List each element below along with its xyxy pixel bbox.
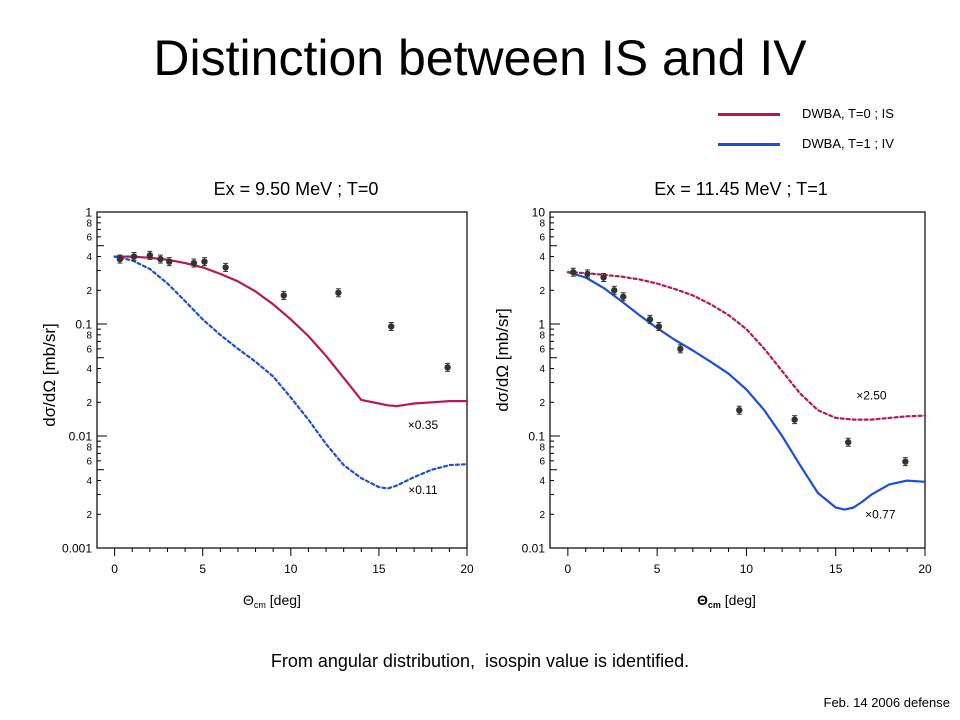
left-x-axis-subscript: cm [253, 600, 266, 610]
right-y-minor-tick-label: 2 [539, 510, 545, 521]
left-data-point [201, 258, 208, 265]
left-data-point [388, 323, 395, 330]
right-data-point [584, 270, 591, 278]
left-x-axis-unit: [deg] [269, 592, 301, 608]
left-y-minor-tick-label: 8 [86, 442, 92, 453]
right-x-axis-label: Θcm [deg] [697, 592, 756, 610]
right-data-point [600, 274, 607, 281]
left-data-point [335, 289, 342, 296]
right-data-point [620, 293, 627, 300]
slide-footer: Feb. 14 2006 defense [823, 695, 951, 710]
left-y-minor-tick-label: 6 [86, 344, 92, 355]
right-y-tick-label: 1 [538, 318, 545, 332]
left-scale-annotation: ×0.11 [408, 483, 438, 497]
left-x-tick-label: 5 [199, 562, 206, 576]
slide-caption: From angular distribution, isospin value… [270, 651, 690, 671]
left-chart-title: Ex = 9.50 MeV ; T=0 [213, 179, 379, 199]
left-y-minor-tick-label: 2 [86, 398, 92, 409]
left-data-point [146, 252, 154, 259]
right-y-minor-tick-label: 2 [539, 398, 545, 409]
left-x-tick-label: 20 [460, 562, 474, 576]
right-scale-annotation: ×2.50 [856, 388, 887, 402]
slide-title: Distinction between IS and IV [153, 30, 807, 86]
left-data-point [280, 292, 287, 299]
right-y-minor-tick-label: 8 [539, 442, 545, 453]
right-data-point [791, 416, 798, 423]
left-data-point [166, 258, 173, 265]
right-y-minor-tick-label: 8 [539, 330, 545, 341]
right-data-point [570, 269, 577, 276]
left-scale-annotation: ×0.35 [408, 418, 439, 432]
left-y-minor-tick-label: 2 [86, 286, 92, 297]
right-chart-title: Ex = 11.45 MeV ; T=1 [654, 179, 828, 199]
right-is-dashed-curve [566, 271, 927, 421]
left-data-point [130, 253, 138, 260]
legend-label-iv: DWBA, T=1 ; IV [802, 136, 894, 151]
left-x-axis-symbol: Θ [243, 592, 254, 608]
left-y-minor-tick-label: 4 [86, 476, 92, 487]
right-y-minor-tick-label: 6 [539, 232, 545, 243]
left-y-minor-tick-label: 6 [86, 456, 92, 467]
legend-line-iv [718, 143, 780, 146]
right-data-point [655, 323, 663, 330]
right-data-point [845, 439, 852, 446]
right-y-tick-label: 10 [532, 206, 546, 220]
legend-label-is: DWBA, T=0 ; IS [802, 106, 894, 121]
left-data-point [190, 259, 198, 267]
right-x-tick-label: 0 [565, 562, 572, 576]
right-x-tick-label: 15 [829, 562, 843, 576]
left-y-minor-tick-label: 8 [86, 218, 92, 229]
right-plot-frame [549, 211, 926, 549]
left-plot-frame [96, 211, 468, 549]
left-y-minor-tick-label: 2 [86, 510, 92, 521]
right-y-minor-tick-label: 4 [539, 252, 545, 263]
left-x-tick-label: 15 [372, 562, 386, 576]
right-x-axis-unit: [deg] [724, 592, 756, 608]
right-data-point [611, 287, 618, 294]
left-data-point [444, 364, 451, 371]
left-data-point [222, 264, 229, 271]
right-scale-annotation: ×0.77 [865, 507, 896, 521]
left-y-minor-tick-label: 8 [86, 330, 92, 341]
right-x-tick-label: 5 [654, 562, 661, 576]
left-x-tick-label: 0 [111, 562, 118, 576]
right-iv-solid-curve [566, 271, 927, 511]
left-y-minor-tick-label: 4 [86, 252, 92, 263]
right-y-minor-tick-label: 4 [539, 476, 545, 487]
right-x-axis-subscript: cm [707, 600, 721, 610]
right-y-minor-tick-label: 4 [539, 364, 545, 375]
left-y-minor-tick-label: 4 [86, 364, 92, 375]
right-x-axis-symbol: Θ [697, 592, 708, 608]
right-y-minor-tick-label: 8 [539, 218, 545, 229]
right-y-tick-label: 0.01 [522, 542, 546, 556]
left-y-minor-tick-label: 6 [86, 232, 92, 243]
left-data-point [116, 255, 124, 263]
right-data-point [902, 458, 909, 465]
right-y-tick-label: 0.1 [528, 430, 545, 444]
left-y-tick-label: 1 [85, 206, 92, 220]
left-x-axis-label: Θcm [deg] [243, 592, 301, 610]
right-data-point [677, 345, 684, 353]
right-data-point [736, 406, 743, 414]
left-x-tick-label: 10 [284, 562, 298, 576]
left-iv-dashed-curve [113, 255, 469, 490]
left-y-tick-label: 0.001 [62, 542, 92, 556]
right-y-minor-tick-label: 2 [539, 286, 545, 297]
right-y-minor-tick-label: 6 [539, 344, 545, 355]
legend-line-is [718, 113, 780, 116]
right-x-tick-label: 20 [918, 562, 932, 576]
right-x-tick-label: 10 [740, 562, 754, 576]
left-data-point [157, 255, 164, 263]
left-y-tick-label: 0.01 [69, 430, 93, 444]
left-y-tick-label: 0.1 [75, 318, 92, 332]
left-is-solid-curve [113, 255, 469, 408]
right-y-minor-tick-label: 6 [539, 456, 545, 467]
right-data-point [646, 316, 654, 323]
